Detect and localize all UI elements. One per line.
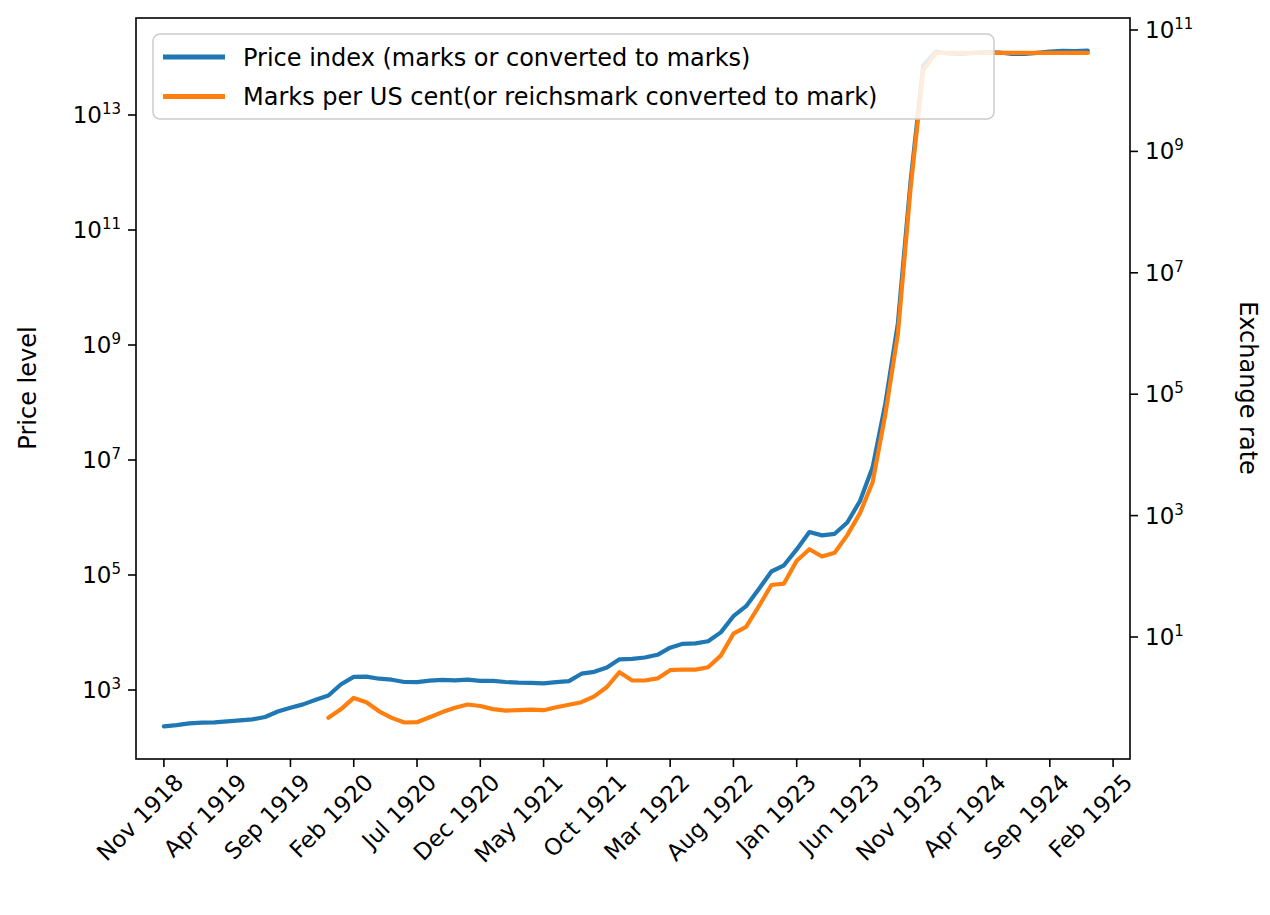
figure-background — [0, 0, 1270, 915]
legend: Price index (marks or converted to marks… — [153, 34, 994, 119]
left-axis-label: Price level — [14, 326, 42, 449]
legend-label-price-index: Price index (marks or converted to marks… — [243, 44, 750, 72]
right-axis-label: Exchange rate — [1234, 301, 1262, 475]
legend-label-exchange-rate: Marks per US cent(or reichsmark converte… — [243, 83, 877, 111]
hyperinflation-chart: Nov 1918Apr 1919Sep 1919Feb 1920Jul 1920… — [0, 0, 1270, 915]
